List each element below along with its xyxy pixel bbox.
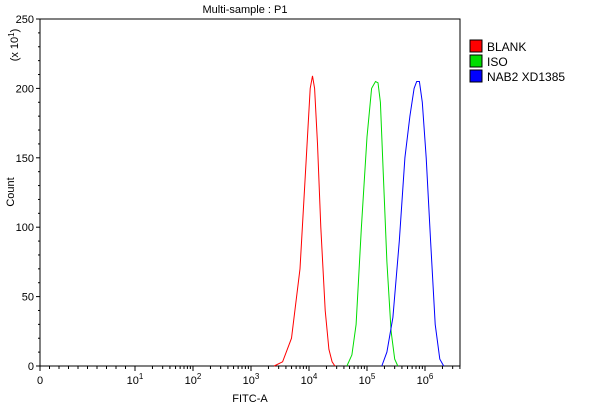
y-multiplier-exp: 1 — [7, 32, 16, 37]
x-axis-title: FITC-A — [232, 393, 268, 405]
legend-label-1: ISO — [487, 55, 508, 69]
y-tick-label: 250 — [16, 14, 34, 26]
y-multiplier-label: (x 101) — [7, 29, 21, 62]
x-tick-label: 103 — [243, 372, 260, 387]
legend-label-2: NAB2 XD1385 — [487, 70, 565, 84]
x-tick-label: 105 — [359, 372, 376, 387]
y-tick-label: 50 — [22, 292, 34, 304]
x-tick-label: 101 — [127, 372, 144, 387]
y-tick-label: 150 — [16, 153, 34, 165]
x-axis-ticks: 0 101 102 103 104 105 106 — [37, 366, 461, 387]
legend-label-0: BLANK — [487, 40, 526, 54]
y-tick-label: 100 — [16, 222, 34, 234]
y-multiplier-prefix: (x 10 — [9, 37, 21, 61]
y-multiplier-suffix: ) — [9, 29, 21, 33]
chart-title: Multi-sample : P1 — [203, 4, 288, 16]
series-line-0 — [273, 75, 336, 367]
y-tick-label: 0 — [28, 361, 34, 373]
y-axis-title: Count — [5, 177, 17, 206]
series-line-1 — [346, 80, 399, 367]
y-axis-ticks: 0 50 100 150 200 250 — [16, 14, 40, 373]
series-lines — [273, 75, 445, 367]
series-line-2 — [381, 81, 445, 367]
y-tick-label: 200 — [16, 83, 34, 95]
legend-swatch-1 — [469, 54, 483, 68]
legend-swatch-0 — [469, 39, 483, 53]
x-tick-label: 106 — [417, 372, 434, 387]
plot-area — [39, 18, 461, 367]
x-tick-label: 104 — [301, 372, 318, 387]
legend-swatch-2 — [469, 69, 483, 83]
x-tick-label: 102 — [185, 372, 202, 387]
x-tick-label: 0 — [37, 375, 43, 387]
